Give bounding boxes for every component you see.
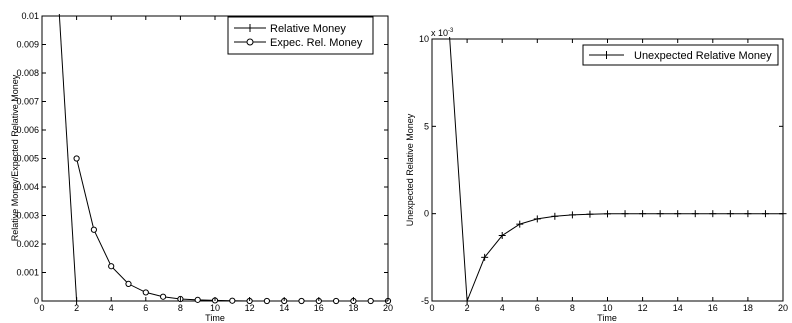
- right-x-tick-label: 6: [535, 303, 540, 313]
- right-x-tick-label: 10: [602, 303, 612, 313]
- right-data-point: [621, 210, 629, 218]
- right-x-axis-title: Time: [597, 313, 617, 323]
- left-x-tick-label: 4: [109, 303, 114, 313]
- left-legend-box: [227, 16, 374, 55]
- right-data-point: [674, 210, 682, 218]
- right-data-point: [604, 210, 611, 218]
- right-series-layer: [449, 36, 787, 305]
- left-series-line-0: [58, 13, 78, 302]
- right-data-point: [516, 220, 524, 228]
- right-data-point: [691, 210, 699, 218]
- left-x-tick-label: 8: [178, 303, 183, 313]
- right-exponent-label: x 10-3: [431, 28, 454, 38]
- right-data-point: [639, 210, 647, 218]
- left-x-tick-label: 16: [314, 303, 324, 313]
- right-x-tick-label: 20: [778, 303, 788, 313]
- right-x-tick-label: 0: [429, 303, 434, 313]
- left-x-tick-label: 20: [383, 303, 393, 313]
- right-data-point: [551, 212, 559, 220]
- left-y-tick-label: 0.001: [16, 268, 39, 278]
- left-data-point: [108, 263, 115, 270]
- right-y-tick-label: 0: [424, 209, 429, 219]
- left-y-tick-label: 0.006: [16, 125, 39, 135]
- right-data-point: [726, 210, 734, 218]
- right-y-tick-label: 5: [424, 121, 429, 131]
- left-y-tick-label: 0.005: [16, 154, 39, 164]
- right-legend-label-unexpected: Unexpected Relative Money: [634, 50, 772, 62]
- left-y-tick-label: 0.004: [16, 182, 39, 192]
- left-y-tick-label: 0.002: [16, 239, 39, 249]
- left-data-point: [229, 297, 236, 304]
- left-x-tick-label: 2: [74, 303, 79, 313]
- left-series-layer: [58, 13, 392, 305]
- right-y-tick-label: -5: [421, 296, 429, 306]
- right-series-line-0: [449, 36, 783, 302]
- right-data-point: [568, 211, 576, 219]
- right-data-point: [709, 210, 717, 218]
- right-legend-box: [582, 44, 779, 66]
- right-x-tick-label: 18: [743, 303, 753, 313]
- right-data-point: [761, 210, 769, 218]
- left-data-point: [90, 226, 98, 233]
- right-x-tick-label: 8: [570, 303, 575, 313]
- left-x-tick-label: 18: [348, 303, 358, 313]
- right-x-tick-label: 14: [673, 303, 683, 313]
- left-legend-label-expec-rel-money: Expec. Rel. Money: [270, 37, 363, 49]
- left-data-point: [160, 293, 167, 300]
- left-legend-circle-marker: [246, 38, 254, 46]
- right-legend: Unexpected Relative Money: [582, 44, 779, 66]
- left-data-point: [367, 297, 374, 305]
- left-legend-label-relative-money: Relative Money: [270, 23, 346, 35]
- left-data-point: [333, 297, 340, 305]
- right-x-tick-label: 2: [465, 303, 470, 313]
- left-y-tick-label: 0.007: [16, 97, 39, 107]
- left-data-point: [298, 297, 305, 305]
- right-exponent-power: -3: [448, 28, 454, 34]
- left-y-tick-label: 0.009: [16, 40, 39, 50]
- right-y-axis-title: Unexpected Relative Money: [405, 113, 415, 226]
- left-y-axis-title: Relative Money/Expected Relative Money: [10, 74, 20, 241]
- left-x-tick-label: 14: [279, 303, 289, 313]
- left-data-point: [142, 289, 149, 296]
- right-data-point: [533, 215, 541, 223]
- right-data-point: [656, 210, 664, 218]
- right-data-point: [586, 210, 594, 218]
- left-y-tick-label: 0: [34, 296, 39, 306]
- left-data-point: [125, 280, 132, 287]
- left-x-axis-title: Time: [205, 313, 225, 323]
- right-x-tick-label: 16: [708, 303, 718, 313]
- chart-left: 0 2 4 6 8 10 12 14 16 18 20 0 0.001 0.002 0.003 0.004 0.…: [10, 11, 393, 323]
- right-data-point: [498, 232, 506, 239]
- left-legend: Relative Money Expec. Rel. Money: [227, 16, 374, 55]
- left-x-tick-label: 6: [143, 303, 148, 313]
- right-plot-frame: [431, 38, 784, 302]
- left-y-tick-label: 0.008: [16, 68, 39, 78]
- left-data-point: [263, 297, 270, 305]
- left-series-line-1: [76, 158, 388, 302]
- right-x-tick-label: 4: [500, 303, 505, 313]
- right-data-point: [744, 210, 752, 218]
- left-y-tick-label: 0.01: [21, 11, 39, 21]
- left-ticks-layer: 0 2 4 6 8 10 12 14 16 18 20 0 0.001 0.002 0.003 0.004 0.…: [16, 11, 393, 313]
- left-plot-frame: [41, 15, 389, 302]
- left-x-tick-label: 12: [245, 303, 255, 313]
- left-y-tick-label: 0.003: [16, 211, 39, 221]
- left-data-point: [73, 155, 80, 162]
- left-data-point: [194, 296, 201, 303]
- right-x-tick-label: 12: [638, 303, 648, 313]
- right-exponent-base: x 10: [431, 28, 448, 38]
- right-y-tick-label: 10: [419, 34, 429, 44]
- right-data-point: [481, 253, 489, 261]
- left-x-tick-label: 10: [210, 303, 220, 313]
- left-x-tick-label: 0: [39, 303, 44, 313]
